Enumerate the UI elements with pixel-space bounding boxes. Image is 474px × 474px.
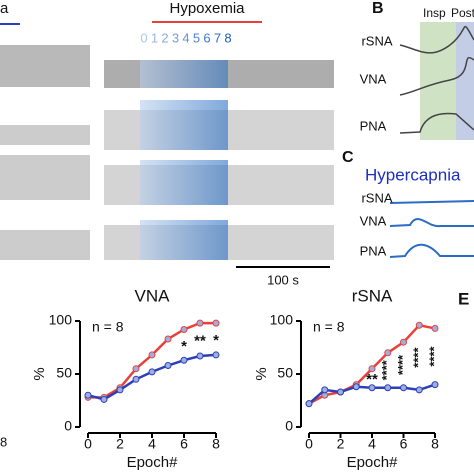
panel-label: E [458,289,469,308]
x-tick-label: 0 [305,436,313,452]
data-point [196,319,204,327]
data-point [352,383,360,391]
data-point [164,362,172,370]
data-point [84,391,92,399]
epoch-label: 1 [151,30,158,45]
trace-label: VNA [360,71,387,86]
significance: ** [366,371,378,388]
data-point [100,395,108,403]
significance: * [213,332,219,349]
data-point [116,386,124,394]
y-tick-label: 50 [277,365,293,381]
data-point [384,384,392,392]
trace-label: PNA [360,118,387,133]
significance: **** [379,359,394,380]
data-point [431,381,439,389]
data-point [180,356,188,364]
significance: **** [426,345,441,366]
y-tick-label: 0 [64,418,72,434]
data-point [415,386,423,394]
panel-fragment: a [0,0,9,17]
trace-label: VNA [360,213,387,228]
trace-label: rSNA [361,33,392,48]
y-tick-label: 100 [49,312,73,328]
epoch-label: 0 [140,30,147,45]
condition-title: Hypercapnia [365,165,461,184]
epoch-label: 4 [182,30,189,45]
phase-label: Post [451,6,474,20]
data-point [180,325,188,333]
annotation: n = 8 [313,319,345,335]
data-point [148,368,156,376]
x-tick-label: 6 [400,436,408,452]
data-point [164,335,172,343]
significance: ** [194,333,206,350]
x-axis-label: Epoch# [127,454,179,471]
phase-label: Insp [423,6,446,20]
data-point [212,319,220,327]
data-point [431,324,439,332]
epoch-label: 5 [193,30,200,45]
panel-label: B [372,0,384,17]
significance: **** [395,354,410,375]
data-point [337,388,344,396]
y-axis-label: % [31,367,48,380]
x-tick-label: 8 [212,436,220,452]
epoch-label: 2 [161,30,168,45]
significance: **** [411,347,426,368]
y-tick-label: 50 [56,365,72,381]
trace-label: PNA [360,243,387,258]
x-axis-label: Epoch# [347,454,399,471]
x-tick-label: 0 [84,436,92,452]
data-point [196,352,204,360]
data-point [400,338,407,346]
x-tick-label: 4 [148,436,156,452]
data-point [384,349,392,357]
y-tick-label: 0 [285,418,293,434]
data-point [400,384,407,392]
trace-label: rSNA [361,190,392,205]
data-point [132,375,140,383]
data-point [305,400,313,408]
epoch-label: 6 [203,30,210,45]
x-tick-label: 8 [431,436,439,452]
x-tick-label: 4 [368,436,376,452]
epoch-label: 7 [214,30,221,45]
data-point [415,321,423,329]
x-tick-label: 2 [337,436,345,452]
epoch-label: 8 [224,30,231,45]
data-point [368,365,376,373]
panel-c [389,200,474,258]
chart-title: rSNA [352,286,393,305]
x-tick-label: 6 [180,436,188,452]
data-point [368,384,376,392]
epoch-label: 3 [172,30,179,45]
annotation: n = 8 [92,319,124,335]
data-point [148,351,156,359]
chart-title: VNA [135,286,171,305]
y-axis-label: % [253,367,270,380]
scale-bar-label: 100 s [267,272,299,287]
data-point [321,386,329,394]
traces [0,21,334,268]
significance: * [181,338,187,355]
hypoxemia-label: Hypoxemia [169,0,245,17]
series-line [87,353,217,401]
y-tick-label: 100 [270,312,294,328]
data-point [212,351,220,359]
panel-b [399,22,474,140]
panel-label: C [342,149,354,166]
panel-fragment: 8 [0,434,7,449]
x-tick-label: 2 [116,436,124,452]
data-point [132,365,140,373]
